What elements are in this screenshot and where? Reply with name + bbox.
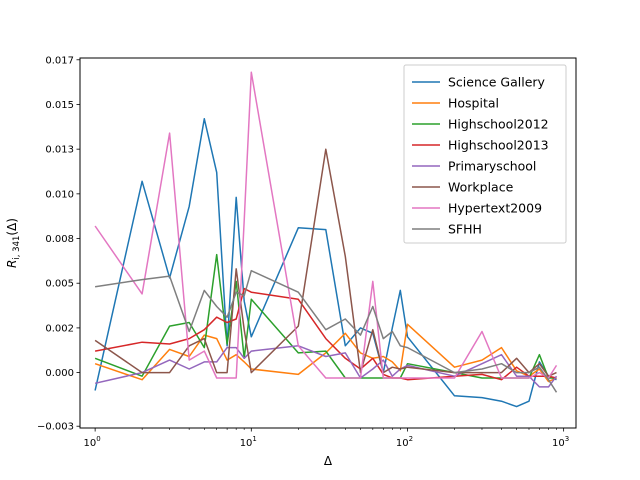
legend-label: Science Gallery (448, 75, 546, 90)
x-tick-label: 101 (240, 435, 257, 449)
y-axis: −0.003 0.000 0.002 0.005 0.008 0.010 0.013 0.01… (37, 55, 80, 433)
series-line-science-gallery (94, 118, 557, 408)
y-tick-label: 0.005 (45, 279, 74, 290)
y-tick-label: 0.000 (45, 368, 74, 379)
y-tick-label: −0.003 (37, 422, 74, 433)
y-tick-label: 0.002 (45, 323, 74, 334)
x-axis: 100 101 102 103 (84, 428, 569, 449)
y-axis-label-tail: (Δ) (5, 218, 19, 236)
series-line-hypertext2009 (94, 71, 558, 379)
legend-label: Primaryschool (448, 159, 536, 174)
legend: Science Gallery Hospital Highschool2012 Hig… (403, 64, 567, 244)
y-axis-label: Ri, 341(Δ) (5, 218, 22, 268)
y-tick-label: 0.010 (45, 189, 74, 200)
series-line-sfhh (94, 269, 558, 393)
legend-label: Hospital (448, 96, 499, 111)
legend-label: Highschool2013 (448, 138, 549, 153)
x-tick-label: 102 (396, 435, 413, 449)
y-axis-label-main: R (5, 260, 19, 268)
x-tick-label: 103 (552, 435, 569, 449)
y-tick-label: 0.017 (45, 55, 74, 66)
y-tick-label: 0.015 (45, 100, 74, 111)
legend-label: Workplace (448, 180, 514, 195)
legend-box (403, 64, 567, 244)
x-tick-label: 100 (84, 435, 101, 449)
x-axis-label: Δ (324, 454, 333, 468)
legend-label: Hypertext2009 (448, 201, 542, 216)
series-layer (94, 71, 558, 408)
y-tick-label: 0.008 (45, 234, 74, 245)
y-axis-label-sub: i, 341 (12, 236, 22, 260)
legend-label: SFHH (448, 222, 482, 237)
y-tick-label: 0.013 (45, 145, 74, 156)
plot-frame (79, 57, 577, 429)
legend-label: Highschool2012 (448, 117, 549, 132)
